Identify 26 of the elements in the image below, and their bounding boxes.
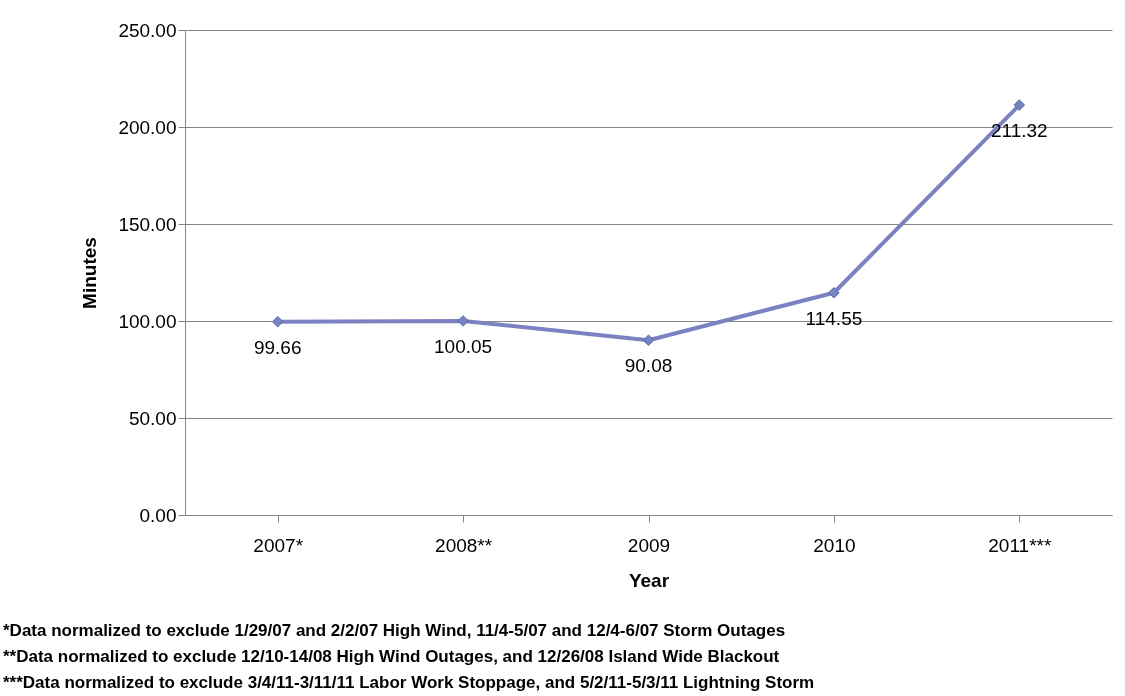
y-tick-label: 250.00 <box>118 19 177 41</box>
point <box>642 334 655 346</box>
point <box>1013 99 1026 111</box>
y-tick-label: 200.00 <box>118 116 177 138</box>
point <box>828 287 840 299</box>
data-label: 114.55 <box>805 307 863 329</box>
y-tick-label: 150.00 <box>118 213 177 235</box>
y-tick-label: 50.00 <box>128 407 177 429</box>
point <box>457 315 469 327</box>
x-tick-label: 2007* <box>253 534 304 556</box>
x-tick-label: 2009 <box>627 534 671 556</box>
x-tick-label: 2008** <box>435 534 493 556</box>
x-axis-title: Year <box>628 569 670 591</box>
y-axis-title: Minutes <box>79 237 101 309</box>
text: *Data normalized to exclude 1/29/07 and 2/2/07 High Wind, 11/4-5/07 and 12/4-6/07 Storm Outages <box>3 621 786 640</box>
data-label: 211.32 <box>990 120 1048 142</box>
point <box>271 315 284 328</box>
text: ***Data normalized to exclude 3/4/11-3/11/11 Labor Work Stoppage, and 5/2/11-5/3/11 Lightning Storm <box>3 673 815 692</box>
data-label: 100.05 <box>434 335 493 357</box>
text: **Data normalized to exclude 12/10-14/08 High Wind Outages, and 12/26/08 Island Wide Blackout <box>3 647 780 666</box>
y-tick-label: 100.00 <box>118 310 177 332</box>
x-tick-label: 2010 <box>813 534 856 556</box>
data-label: 90.08 <box>624 355 673 377</box>
data-label: 99.66 <box>253 336 302 358</box>
x-tick-label: 2011*** <box>988 534 1052 556</box>
y-tick-label: 0.00 <box>139 504 177 526</box>
